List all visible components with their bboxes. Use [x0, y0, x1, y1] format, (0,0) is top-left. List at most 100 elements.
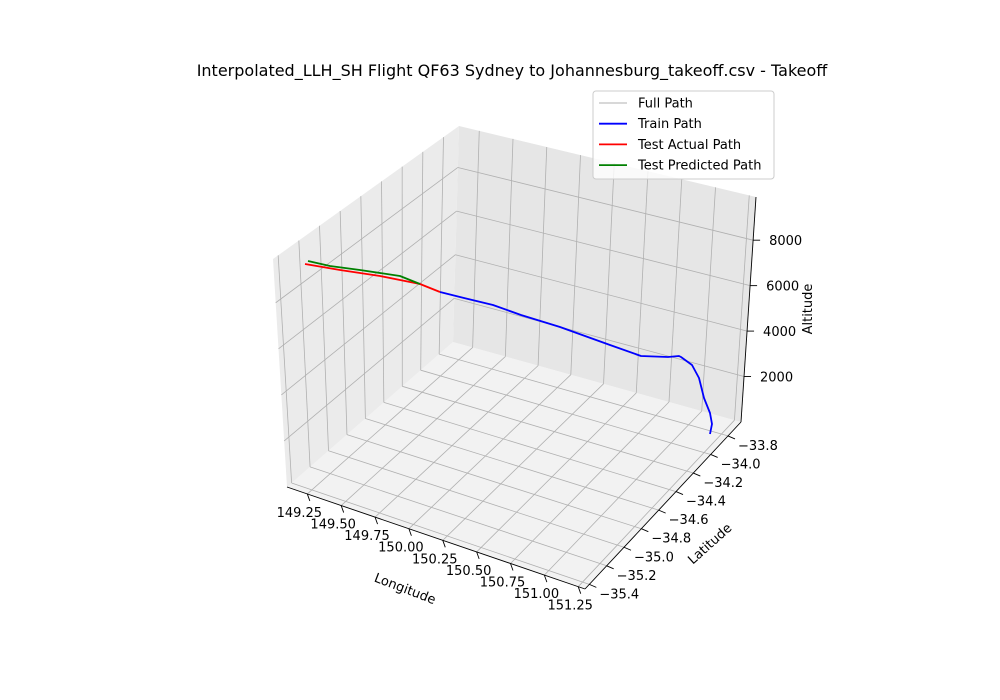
back-left-pane [273, 126, 459, 487]
x-grid-floor-6 [510, 401, 670, 564]
y-tick-label-6: −35.0 [634, 550, 674, 565]
y-grid-wall-4 [360, 196, 366, 419]
x-grid-floor-7 [544, 410, 703, 576]
z-grid-right-3 [457, 167, 754, 241]
y-grid-wall-3 [381, 181, 385, 403]
x-grid-floor-8 [577, 419, 735, 587]
x-tick-mark-1 [340, 505, 345, 513]
z-tick-label-3: 8000 [769, 234, 802, 249]
x-grid-wall-2 [537, 146, 548, 366]
y-tick-label-0: −33.8 [738, 439, 778, 454]
y-tick-label-1: −34.0 [721, 457, 761, 472]
x-grid-wall-0 [472, 130, 480, 348]
x-tick-label-8: 151.25 [547, 599, 593, 614]
y-grid-floor-3 [383, 402, 677, 492]
legend: Full Path Train Path Test Actual Path Test … [592, 90, 775, 180]
x-tick-label-2: 149.75 [344, 529, 390, 544]
y-tick-mark-5 [641, 528, 649, 533]
y-tick-label-4: −34.6 [669, 513, 709, 528]
x-grid-wall-7 [701, 187, 716, 412]
z-grid-right-0 [454, 297, 745, 377]
z-axis-label: Altitude [801, 284, 816, 335]
y-grid-floor-5 [346, 434, 642, 530]
y-grid-floor-7 [309, 466, 607, 567]
axis-lines [286, 196, 757, 590]
x-tick-label-7: 151.00 [514, 587, 560, 602]
x-axis-label: Longitude [372, 571, 438, 608]
x-tick-mark-2 [374, 516, 378, 525]
x-grid-floor-5 [476, 392, 637, 553]
y-tick-label-7: −35.2 [617, 569, 657, 584]
x-grid-wall-3 [570, 155, 581, 375]
test-predicted-path-line [307, 260, 421, 285]
y-grid-floor-4 [365, 418, 659, 511]
y-tick-label-2: −34.2 [703, 476, 743, 491]
x-grid-floor-3 [408, 374, 572, 530]
x-tick-mark-7 [543, 574, 548, 583]
y-tick-label-3: −34.4 [686, 495, 726, 510]
x-tick-mark-0 [306, 493, 311, 502]
y-tick-mark-2 [693, 472, 701, 477]
y-tick-mark-7 [606, 565, 614, 570]
grid-lines [275, 130, 754, 587]
legend-label-test-predicted-path: Test Predicted Path [637, 159, 761, 174]
y-grid-wall-7 [298, 240, 311, 467]
y-grid-floor-6 [328, 450, 625, 548]
train-path-line [439, 291, 713, 435]
x-tick-mark-4 [442, 540, 446, 548]
test-actual-path-line [304, 263, 441, 293]
x-tick-label-1: 149.50 [310, 518, 356, 533]
y-axis-line [584, 421, 742, 590]
z-grid-right-2 [456, 210, 751, 287]
x-grid-floor-2 [374, 365, 539, 518]
tick-labels: 149.25149.50149.75150.00150.25150.50150.… [277, 234, 803, 614]
x-tick-label-0: 149.25 [277, 506, 323, 521]
y-tick-mark-4 [658, 509, 666, 514]
z-grid-right-1 [455, 254, 748, 332]
z-grid-left-1 [281, 254, 456, 396]
y-tick-mark-0 [727, 435, 736, 440]
legend-label-test-actual-path: Test Actual Path [637, 138, 741, 153]
z-grid-left-3 [275, 167, 459, 304]
z-grid-left-2 [278, 210, 457, 350]
x-tick-label-6: 150.75 [480, 576, 526, 591]
y-tick-mark-1 [710, 454, 718, 458]
y-grid-floor-1 [420, 369, 711, 455]
x-grid-wall-4 [603, 163, 615, 384]
x-grid-wall-6 [668, 179, 683, 403]
y-grid-wall-0 [438, 137, 444, 355]
y-tick-label-8: −35.4 [599, 587, 639, 602]
floor-pane [287, 342, 741, 589]
legend-frame [592, 90, 775, 180]
x-grid-floor-0 [307, 347, 473, 495]
z-grid-left-0 [283, 298, 455, 442]
x-grid-floor-1 [340, 356, 506, 506]
y-grid-floor-2 [402, 385, 694, 474]
legend-label-full-path: Full Path [638, 97, 693, 112]
x-tick-label-3: 150.00 [378, 541, 424, 556]
y-tick-mark-8 [589, 583, 597, 588]
y-tick-mark-6 [623, 546, 632, 551]
z-tick-label-2: 6000 [766, 280, 799, 295]
x-tick-label-4: 150.25 [412, 552, 458, 567]
series-lines [304, 260, 713, 435]
chart-title: Interpolated_LLH_SH Flight QF63 Sydney t… [197, 61, 829, 81]
y-grid-wall-5 [339, 210, 348, 435]
y-grid-wall-8 [277, 255, 293, 483]
x-grid-floor-4 [442, 383, 604, 541]
x-tick-mark-5 [476, 551, 480, 560]
y-tick-label-5: −34.8 [651, 532, 691, 547]
z-tick-label-0: 2000 [760, 371, 793, 386]
legend-label-train-path: Train Path [637, 117, 702, 132]
x-axis-line [286, 486, 586, 590]
x-grid-wall-8 [734, 195, 750, 421]
x-grid-wall-1 [504, 138, 514, 357]
y-grid-floor-8 [291, 482, 590, 585]
y-tick-mark-3 [675, 491, 684, 495]
z-tick-label-1: 4000 [763, 325, 796, 340]
x-tick-mark-8 [577, 586, 582, 594]
y-grid-floor-0 [439, 353, 729, 437]
x-tick-label-5: 150.50 [446, 564, 492, 579]
x-tick-mark-6 [510, 563, 514, 571]
